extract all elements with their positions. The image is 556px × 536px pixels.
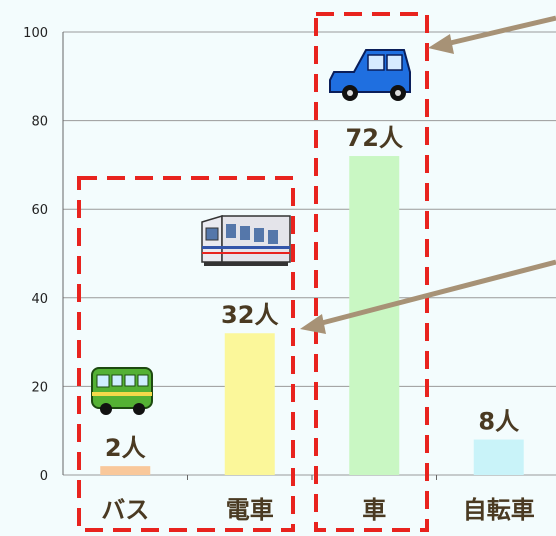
category-label: 自転車	[463, 496, 535, 524]
y-tick-label: 20	[31, 380, 48, 395]
data-label: 8人	[478, 408, 519, 436]
arrow-to-car	[428, 15, 556, 54]
data-labels: 2人 32人 72人 8人	[105, 124, 519, 462]
y-tick-label: 40	[31, 292, 48, 307]
car-icon	[329, 49, 411, 101]
category-label: バス	[101, 496, 149, 524]
bar	[224, 333, 275, 475]
y-tick-label: 100	[23, 26, 48, 41]
highlight-box-bus-train	[77, 176, 295, 532]
y-tick-label: 80	[31, 115, 48, 130]
y-tick-label: 0	[40, 469, 48, 484]
highlight-box-car	[314, 12, 429, 532]
bars	[100, 156, 524, 476]
y-axis: 0 20 40 60 80 100	[23, 26, 437, 484]
bar	[473, 439, 524, 475]
category-labels: バス 電車 車 自転車	[101, 496, 535, 524]
category-label: 車	[362, 496, 386, 524]
arrow-to-train	[300, 259, 556, 334]
train-icon	[201, 214, 291, 266]
category-label: 電車	[226, 496, 274, 524]
data-label: 72人	[346, 124, 403, 152]
data-label: 32人	[221, 301, 278, 329]
data-label: 2人	[105, 434, 146, 462]
y-tick-label: 60	[31, 203, 48, 218]
bus-icon	[91, 367, 153, 415]
bar	[100, 466, 151, 475]
